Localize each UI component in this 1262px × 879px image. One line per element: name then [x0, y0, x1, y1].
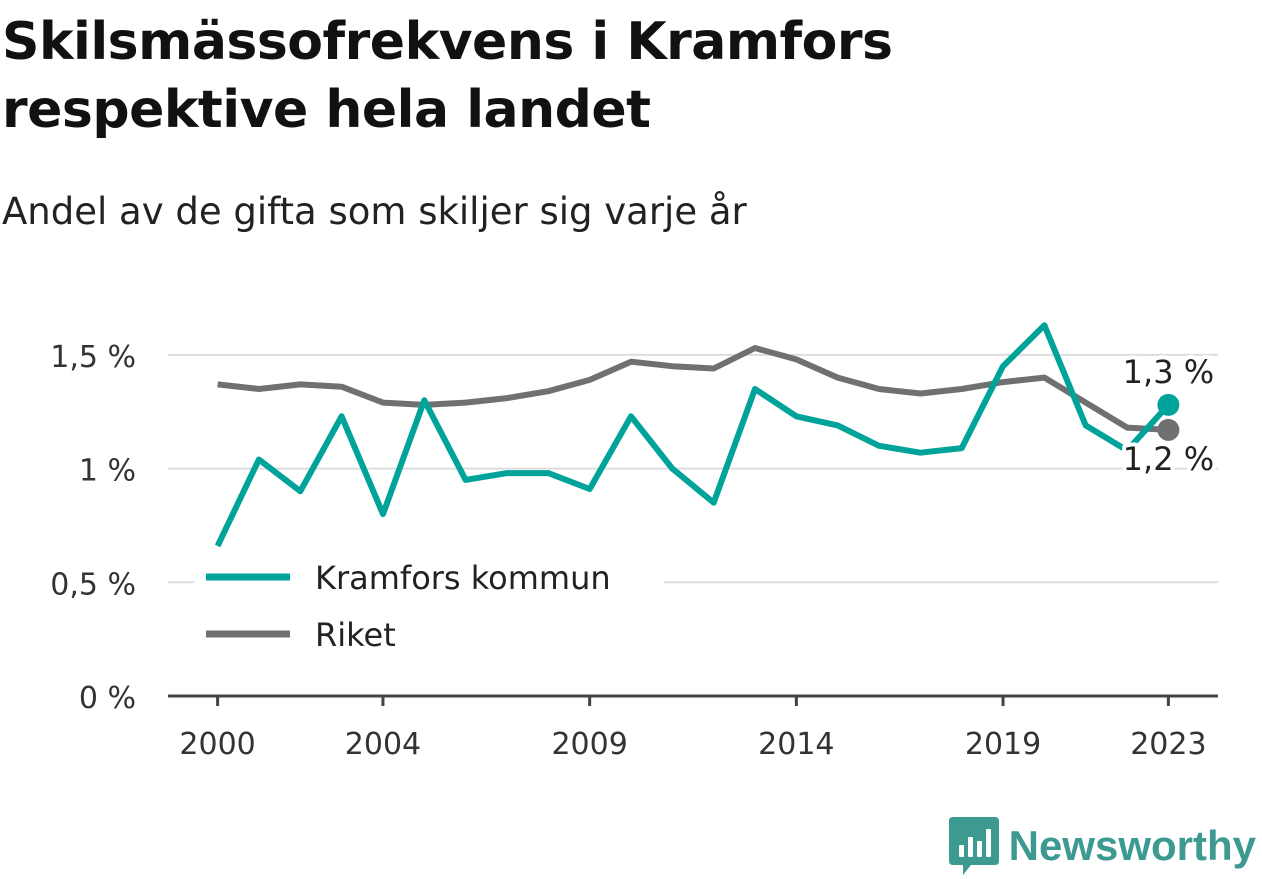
- chart-subtitle: Andel av de gifta som skiljer sig varje …: [2, 190, 747, 233]
- series-line-riket: [217, 345, 1169, 433]
- legend-label: Riket: [315, 616, 396, 654]
- end-point-riket: [1157, 418, 1180, 441]
- y-tick-label: 1 %: [79, 454, 136, 489]
- end-label-halo: 1,2 %: [1123, 440, 1214, 478]
- end-label-halo: 1,3 %: [1123, 353, 1214, 391]
- newsworthy-logo: Newsworthy: [948, 817, 1256, 875]
- legend: Kramfors kommun Riket: [194, 548, 664, 663]
- end-label: 1,2 %: [1123, 440, 1214, 478]
- x-tick-label: 2019: [965, 727, 1041, 762]
- x-tick-label: 2014: [758, 727, 834, 762]
- legend-label: Kramfors kommun: [315, 559, 611, 597]
- newsworthy-logo-icon: [948, 817, 999, 875]
- x-tick-label: 2009: [551, 727, 627, 762]
- series-line-kramfors-kommun: [214, 322, 1171, 548]
- end-label: 1,3 %: [1123, 353, 1214, 391]
- x-tick-label: 2023: [1130, 727, 1206, 762]
- end-point-kramfors-kommun: [1157, 393, 1180, 416]
- legend-background: [194, 548, 664, 663]
- x-tick-label: 2000: [179, 727, 255, 762]
- y-tick-label: 0 %: [79, 681, 136, 716]
- y-tick-label: 0,5 %: [50, 567, 136, 602]
- brand-name: Newsworthy: [1008, 822, 1256, 869]
- x-tick-label: 2004: [345, 727, 421, 762]
- y-tick-label: 1,5 %: [50, 340, 136, 375]
- chart-title: Skilsmässofrekvens i Kramfors respektive…: [2, 12, 893, 140]
